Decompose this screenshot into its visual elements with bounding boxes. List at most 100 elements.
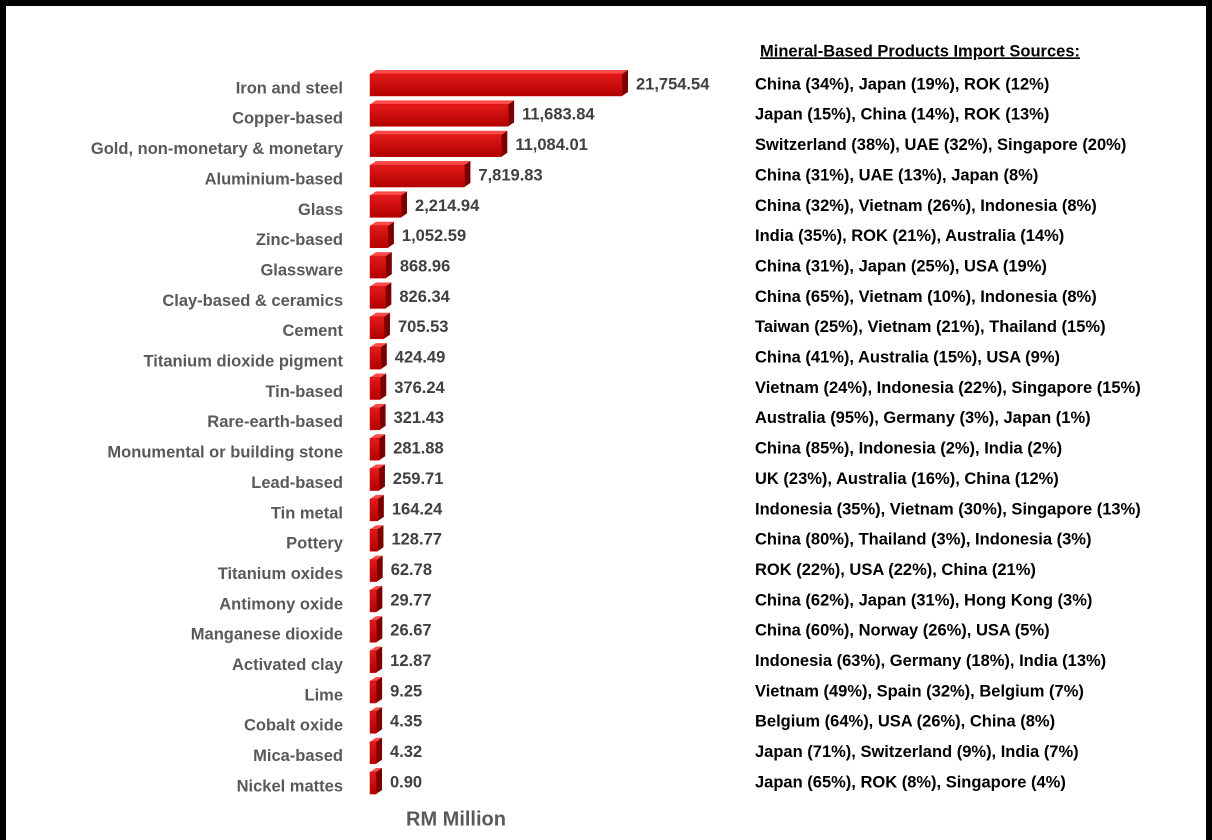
value-label: 2,214.94 — [415, 197, 480, 215]
bar — [369, 771, 377, 795]
category-label: Titanium dioxide pigment — [143, 353, 343, 371]
value-label: 11,683.84 — [522, 106, 595, 124]
category-label: Antimony oxide — [219, 595, 343, 613]
bar-side — [379, 434, 386, 461]
source-annotation: Japan (15%), China (14%), ROK (13%) — [755, 106, 1049, 124]
bar — [369, 559, 377, 582]
category-label: Zinc-based — [256, 231, 343, 249]
bar-top — [370, 434, 386, 439]
source-annotation: UK (23%), Australia (16%), China (12%) — [755, 470, 1059, 488]
bar — [369, 407, 380, 431]
bar-side — [387, 221, 394, 248]
category-label: Cobalt oxide — [244, 717, 343, 735]
bar-side — [501, 130, 508, 157]
bar — [369, 104, 509, 127]
value-label: 376.24 — [394, 379, 445, 397]
bar-top — [370, 70, 628, 74]
bar — [369, 225, 389, 248]
value-label: 164.24 — [392, 500, 443, 518]
source-annotation: China (80%), Thailand (3%), Indonesia (3… — [755, 531, 1091, 549]
bar-top — [370, 100, 515, 105]
bar-top — [370, 585, 383, 590]
bar-side — [379, 403, 386, 430]
category-label: Lead-based — [251, 474, 343, 492]
bar-top — [370, 373, 387, 378]
value-label: 11,084.01 — [515, 136, 588, 154]
bar — [369, 377, 381, 400]
bar — [369, 529, 378, 552]
bar-top — [370, 768, 383, 773]
category-label: Glassware — [260, 261, 343, 279]
bar-top — [370, 464, 385, 469]
bar — [369, 711, 377, 734]
bar — [369, 255, 387, 279]
category-label: Aluminium-based — [205, 170, 343, 188]
category-label: Tin metal — [271, 504, 343, 522]
source-annotation: China (34%), Japan (19%), ROK (12%) — [755, 75, 1049, 93]
bar-top — [370, 555, 383, 560]
bar — [369, 346, 382, 370]
category-label: Pottery — [286, 535, 344, 553]
bar-top — [370, 737, 383, 742]
bar-side — [376, 646, 383, 673]
bar-top — [370, 282, 392, 287]
value-label: 826.34 — [399, 288, 450, 306]
bar-top — [370, 616, 383, 621]
source-annotation: Vietnam (49%), Spain (32%), Belgium (7%) — [755, 682, 1084, 700]
value-label: 128.77 — [391, 531, 441, 549]
bar-side — [376, 768, 383, 795]
bar-top — [370, 312, 390, 317]
bar-side — [376, 585, 383, 612]
bar-side — [376, 737, 383, 764]
bar — [369, 589, 377, 613]
value-label: 321.43 — [394, 409, 444, 427]
bar-side — [376, 707, 383, 734]
category-label: Gold, non-monetary & monetary — [91, 140, 344, 158]
bar-side — [376, 555, 383, 582]
value-label: 868.96 — [400, 257, 450, 275]
value-label: 12.87 — [390, 652, 431, 670]
category-label: Copper-based — [232, 110, 343, 128]
source-annotation: Indonesia (35%), Vietnam (30%), Singapor… — [755, 500, 1141, 518]
category-label: Monumental or building stone — [107, 444, 343, 462]
bar — [369, 741, 377, 764]
value-label: 7,819.83 — [478, 166, 542, 184]
value-label: 29.77 — [390, 591, 431, 609]
value-label: 0.90 — [390, 773, 422, 791]
bar-side — [385, 252, 392, 279]
bar-side — [378, 464, 385, 491]
bar — [369, 437, 380, 461]
value-label: 26.67 — [390, 622, 431, 640]
category-label: Tin-based — [265, 383, 343, 401]
source-annotation: Indonesia (63%), Germany (18%), India (1… — [755, 652, 1106, 670]
source-annotation: China (65%), Vietnam (10%), Indonesia (8… — [755, 288, 1097, 306]
bar-top — [370, 130, 508, 135]
bar — [369, 195, 402, 218]
bar — [369, 468, 380, 491]
source-annotation: China (41%), Australia (15%), USA (9%) — [755, 349, 1060, 367]
category-label: Glass — [298, 201, 343, 219]
category-label: Activated clay — [232, 656, 344, 674]
bar-top — [370, 161, 471, 166]
bar — [369, 134, 502, 157]
source-annotation: China (60%), Norway (26%), USA (5%) — [755, 622, 1050, 640]
bar — [369, 73, 623, 97]
value-label: 4.32 — [390, 743, 422, 761]
bar-side — [385, 282, 392, 309]
value-label: 259.71 — [393, 470, 443, 488]
value-label: 281.88 — [393, 440, 443, 458]
category-label: Lime — [304, 686, 343, 704]
source-annotation: ROK (22%), USA (22%), China (21%) — [755, 561, 1036, 579]
value-label: 705.53 — [398, 318, 448, 336]
bar — [369, 498, 379, 522]
bar-side — [401, 191, 408, 218]
bar-side — [376, 677, 383, 703]
bar-top — [370, 343, 387, 348]
bar-top — [370, 646, 383, 651]
bar-top — [370, 525, 384, 530]
bar-top — [370, 252, 392, 257]
bar-top — [370, 677, 383, 681]
bar — [369, 316, 385, 340]
bar-top — [370, 707, 383, 712]
value-label: 9.25 — [390, 682, 422, 700]
